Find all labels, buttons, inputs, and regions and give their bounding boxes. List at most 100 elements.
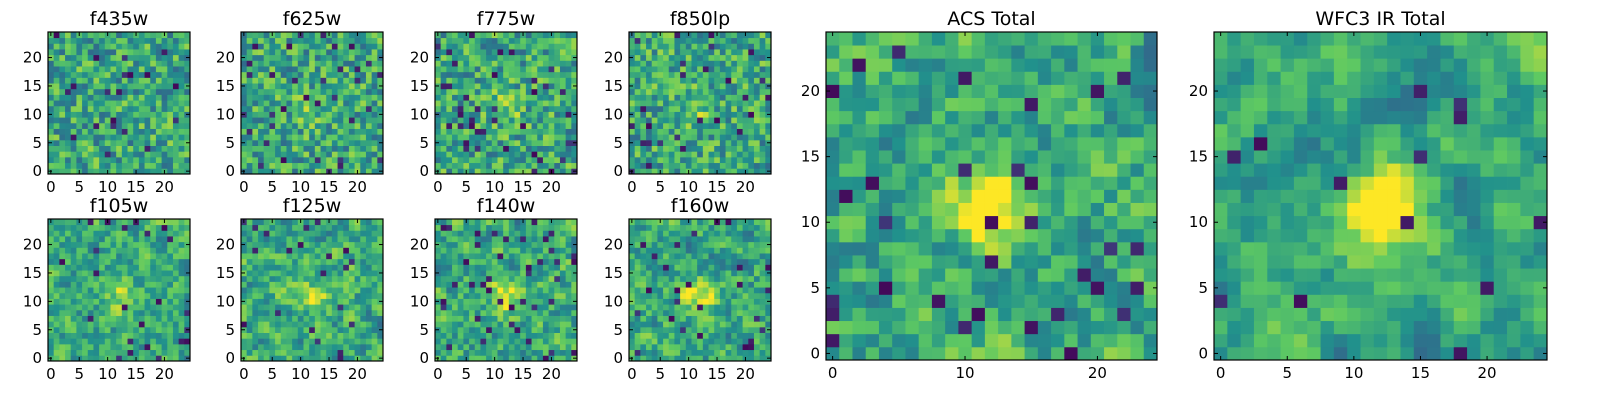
heatmap-cell — [657, 94, 664, 101]
heatmap-cell — [53, 230, 60, 237]
heatmap-cell — [452, 287, 459, 294]
heatmap-cell — [280, 281, 287, 288]
heatmap-cell — [651, 77, 658, 84]
heatmap-cell — [269, 117, 276, 124]
heatmap-cell — [719, 105, 726, 112]
heatmap-cell — [241, 292, 248, 299]
heatmap-cell — [463, 343, 470, 351]
heatmap-cell — [150, 258, 157, 265]
heatmap-cell — [178, 66, 185, 73]
heatmap-cell — [663, 71, 670, 78]
heatmap-cell — [116, 66, 123, 73]
heatmap-cell — [998, 71, 1012, 85]
heatmap-cell — [452, 77, 459, 84]
heatmap-cell — [1024, 136, 1039, 151]
heatmap-cell — [343, 315, 350, 322]
heatmap-cell — [759, 66, 766, 73]
heatmap-cell — [104, 43, 111, 50]
heatmap-cell — [474, 66, 481, 73]
heatmap-cell — [565, 151, 572, 158]
heatmap-cell — [82, 338, 89, 345]
heatmap-cell — [263, 292, 270, 299]
heatmap-cell — [714, 37, 721, 44]
heatmap-cell — [697, 111, 704, 118]
heatmap-cell — [246, 241, 253, 248]
heatmap-cell — [76, 247, 83, 254]
heatmap-cell — [520, 139, 527, 146]
heatmap-cell — [463, 338, 470, 345]
heatmap-cell — [640, 43, 647, 50]
heatmap-cell — [542, 326, 549, 333]
heatmap-cell — [133, 151, 140, 158]
heatmap-cell — [503, 94, 510, 101]
heatmap-cell — [736, 100, 743, 107]
heatmap-cell — [320, 60, 327, 67]
heatmap-cell — [144, 219, 151, 226]
heatmap-cell — [571, 304, 578, 311]
heatmap-cell — [531, 338, 538, 345]
heatmap-cell — [548, 111, 555, 118]
heatmap-cell — [161, 60, 168, 67]
heatmap-cell — [765, 94, 772, 101]
heatmap-cell — [258, 94, 265, 101]
heatmap-cell — [542, 349, 549, 356]
heatmap-cell — [144, 32, 151, 39]
heatmap-cell — [178, 168, 185, 175]
heatmap-cell — [839, 346, 853, 361]
heatmap-cell — [76, 156, 83, 164]
heatmap-cell — [651, 151, 658, 158]
heatmap-cell — [337, 156, 344, 164]
heatmap-cell — [486, 77, 493, 84]
heatmap-cell — [297, 230, 304, 237]
heatmap-cell — [571, 156, 578, 164]
heatmap-cell — [435, 100, 442, 107]
heatmap-cell — [354, 343, 361, 351]
heatmap-cell — [263, 270, 270, 277]
heatmap-cell — [691, 134, 698, 141]
heatmap-cell — [634, 94, 641, 101]
y-tick-label: 5 — [419, 134, 429, 152]
heatmap-cell — [93, 281, 100, 288]
heatmap-cell — [452, 37, 459, 44]
heatmap-cell — [685, 128, 692, 135]
heatmap-cell — [435, 304, 442, 311]
heatmap-cell — [452, 105, 459, 112]
heatmap-cell — [503, 315, 510, 322]
heatmap-cell — [1064, 228, 1078, 243]
heatmap-cell — [110, 236, 117, 243]
heatmap-cell — [252, 264, 259, 271]
heatmap-cell — [246, 281, 253, 288]
heatmap-cell — [155, 241, 162, 248]
heatmap-cell — [161, 122, 168, 129]
heatmap-cell — [542, 145, 549, 152]
heatmap-cell — [155, 332, 162, 339]
heatmap-cell — [314, 117, 321, 124]
heatmap-cell — [1130, 32, 1145, 46]
heatmap-cell — [138, 32, 145, 39]
heatmap-cell — [303, 77, 310, 84]
heatmap-cell — [1077, 255, 1092, 269]
heatmap-cell — [121, 247, 128, 254]
heatmap-cell — [93, 343, 100, 351]
heatmap-cell — [269, 128, 276, 135]
heatmap-cell — [731, 49, 738, 56]
heatmap-cell — [258, 304, 265, 311]
heatmap-cell — [736, 117, 743, 124]
heatmap-cell — [337, 264, 344, 271]
heatmap-cell — [286, 32, 293, 39]
y-tick-label: 0 — [32, 349, 42, 367]
heatmap-cell — [275, 304, 282, 311]
heatmap-cell — [286, 315, 293, 322]
heatmap-cell — [292, 321, 299, 328]
heatmap-cell — [65, 332, 72, 339]
heatmap-cell — [725, 162, 732, 169]
heatmap-cell — [263, 219, 270, 226]
heatmap-cell — [971, 189, 986, 203]
heatmap-cell — [167, 253, 174, 260]
heatmap-cell — [87, 162, 94, 169]
heatmap-cell — [76, 49, 83, 56]
heatmap-cell — [292, 270, 299, 277]
heatmap-cell — [759, 60, 766, 67]
heatmap-cell — [1064, 268, 1078, 282]
heatmap-cell — [246, 83, 253, 90]
